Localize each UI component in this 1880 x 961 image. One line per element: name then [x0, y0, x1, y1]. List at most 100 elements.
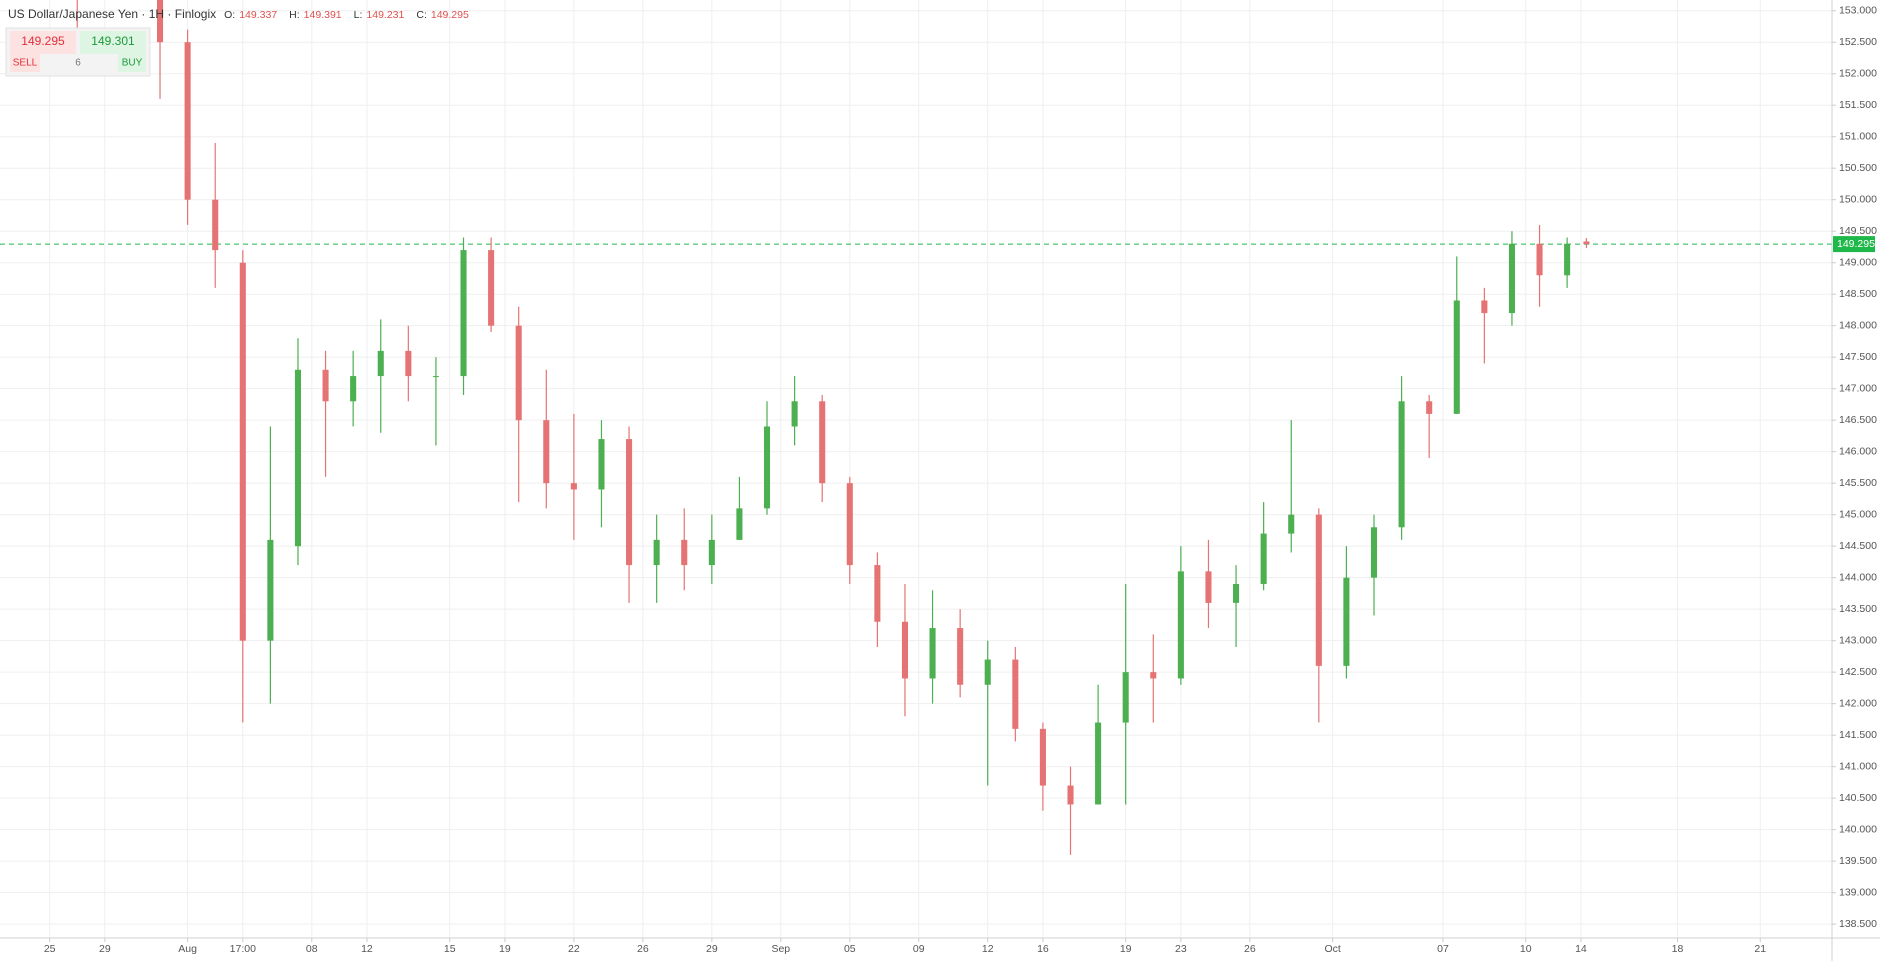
y-tick-label: 153.000	[1839, 4, 1877, 16]
ohlc-key: L:	[354, 9, 363, 21]
candle-body	[1315, 514, 1322, 666]
candle-body	[405, 350, 412, 377]
ohlc-value: 149.295	[431, 9, 469, 21]
candle-body	[1453, 300, 1460, 414]
y-tick-label: 140.000	[1839, 823, 1877, 835]
sell-tag[interactable]	[10, 54, 40, 72]
candle-body	[1398, 401, 1405, 528]
y-tick-label: 146.000	[1839, 445, 1877, 457]
ohlc-key: O:	[224, 9, 235, 21]
sell-price[interactable]: 149.295	[21, 34, 65, 48]
x-tick-label: 10	[1520, 943, 1532, 955]
x-tick-label: 26	[637, 943, 649, 955]
y-tick-label: 144.000	[1839, 571, 1877, 583]
candle-body	[377, 350, 384, 377]
candle-body	[156, 0, 164, 43]
y-tick-label: 151.500	[1839, 99, 1877, 111]
y-tick-label: 142.500	[1839, 666, 1877, 678]
candle-body	[1260, 533, 1267, 584]
candle-body	[1039, 728, 1046, 786]
y-tick-label: 152.000	[1839, 67, 1877, 79]
buy-label[interactable]: BUY	[122, 58, 143, 69]
y-tick-label: 147.000	[1839, 382, 1877, 394]
candle-body	[901, 621, 908, 679]
candle-body	[1370, 527, 1378, 578]
candle-body	[1481, 300, 1488, 314]
candle-body	[1012, 659, 1019, 729]
candle-body	[819, 401, 826, 484]
candle-body	[1150, 672, 1157, 679]
candle-body	[212, 199, 219, 251]
y-tick-label: 140.500	[1839, 792, 1877, 804]
x-tick-label: 19	[499, 943, 511, 955]
x-tick-label: 14	[1575, 943, 1587, 955]
y-tick-label: 145.000	[1839, 508, 1877, 520]
y-tick-label: 147.500	[1839, 351, 1877, 363]
x-tick-label: 19	[1120, 943, 1132, 955]
candle-body	[350, 376, 357, 402]
x-tick-label: 23	[1175, 943, 1187, 955]
x-tick-label: 25	[44, 943, 56, 955]
spread: 6	[75, 58, 81, 69]
candle-body	[763, 426, 771, 509]
x-tick-label: Aug	[178, 943, 197, 955]
candle-body	[874, 565, 881, 622]
y-tick-label: 150.000	[1839, 193, 1877, 205]
candle-body	[1233, 583, 1240, 603]
x-tick-label: Oct	[1324, 943, 1340, 955]
candle-body	[488, 250, 495, 326]
price-marker-label: 149.295	[1837, 238, 1875, 250]
x-tick-label: 29	[99, 943, 111, 955]
y-tick-label: 141.000	[1839, 760, 1877, 772]
ohlc-key: C:	[416, 9, 427, 21]
x-tick-label: 09	[913, 943, 925, 955]
candle-body	[1067, 785, 1074, 805]
buy-price[interactable]: 149.301	[91, 34, 135, 48]
y-tick-label: 151.000	[1839, 130, 1877, 142]
y-tick-label: 144.500	[1839, 540, 1877, 552]
x-tick-label: 26	[1244, 943, 1256, 955]
x-tick-label: 21	[1754, 943, 1766, 955]
ohlc-value: 149.231	[366, 9, 404, 21]
buy-button[interactable]	[80, 31, 146, 54]
x-tick-label: 12	[361, 943, 373, 955]
y-tick-label: 148.000	[1839, 319, 1877, 331]
candle-body	[1564, 243, 1571, 276]
y-tick-label: 150.500	[1839, 162, 1877, 174]
y-tick-label: 141.500	[1839, 729, 1877, 741]
x-tick-label: 16	[1037, 943, 1049, 955]
candle-body	[626, 439, 633, 566]
candle-body	[1508, 243, 1515, 314]
y-tick-label: 139.000	[1839, 886, 1877, 898]
x-tick-label: 29	[706, 943, 718, 955]
buy-tag[interactable]	[118, 54, 146, 72]
y-tick-label: 149.500	[1839, 225, 1877, 237]
candle-body	[1205, 571, 1212, 603]
candle-body	[322, 369, 329, 402]
candle-body	[791, 401, 798, 427]
candle-body	[1536, 243, 1543, 276]
sell-label[interactable]: SELL	[13, 58, 38, 69]
y-tick-label: 149.000	[1839, 256, 1877, 268]
x-tick-label: 12	[982, 943, 994, 955]
ohlc-value: 149.391	[304, 9, 342, 21]
candle-body	[267, 539, 274, 641]
candle-body	[1583, 241, 1590, 245]
candle-body	[708, 539, 715, 566]
x-tick-label: 07	[1437, 943, 1449, 955]
y-tick-label: 146.500	[1839, 414, 1877, 426]
ohlc-key: H:	[289, 9, 300, 21]
sell-button[interactable]	[10, 31, 76, 54]
y-tick-label: 152.500	[1839, 36, 1877, 48]
candles	[76, 0, 1590, 855]
x-tick-label: 08	[306, 943, 318, 955]
y-tick-label: 148.500	[1839, 288, 1877, 300]
candle-body	[846, 483, 853, 566]
trade-panel[interactable]: 149.295 149.301 SELL 6 BUY	[5, 27, 151, 77]
candle-body	[570, 483, 577, 490]
candle-body	[184, 42, 191, 200]
candle-body	[543, 420, 550, 484]
y-tick-label: 143.500	[1839, 603, 1877, 615]
